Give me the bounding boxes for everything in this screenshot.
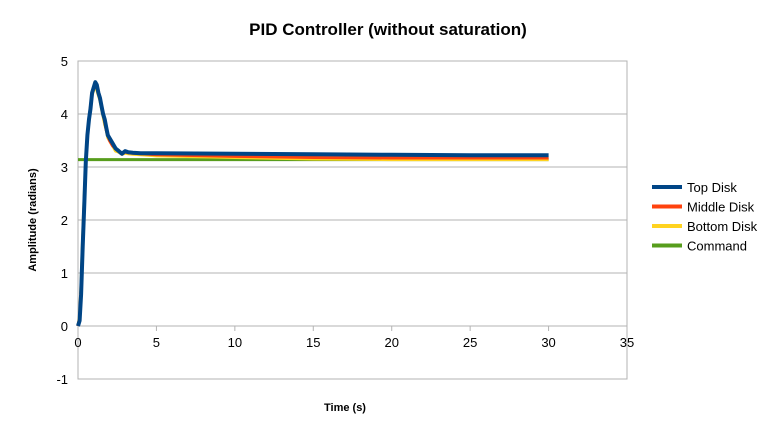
y-axis-title: Amplitude (radians)	[27, 168, 39, 272]
x-tick-label: 5	[153, 335, 160, 350]
legend-label: Top Disk	[687, 180, 737, 195]
x-tick-label: 35	[620, 335, 634, 350]
y-tick-label: 3	[61, 160, 68, 175]
plot-area	[77, 60, 628, 380]
legend-label: Command	[687, 239, 747, 254]
y-axis-ticks: -1 0 1 2 3 4 5	[56, 54, 68, 387]
x-axis-title: Time (s)	[324, 402, 366, 414]
legend-label: Middle Disk	[687, 200, 755, 215]
y-tick-label: 2	[61, 213, 68, 228]
x-tick-label: 15	[306, 335, 320, 350]
legend: Top Disk Middle Disk Bottom Disk Command	[652, 180, 758, 254]
x-axis-ticks: 0 5 10 15 20 25 30 35	[74, 326, 634, 350]
x-tick-label: 30	[541, 335, 555, 350]
x-tick-label: 10	[228, 335, 242, 350]
x-tick-label: 25	[463, 335, 477, 350]
legend-label: Bottom Disk	[687, 219, 758, 234]
y-tick-label: 4	[61, 107, 68, 122]
series-line-top-disk	[76, 80, 549, 327]
y-tick-label: -1	[56, 372, 68, 387]
x-tick-label: 20	[384, 335, 398, 350]
y-tick-label: 1	[61, 266, 68, 281]
series-lines	[76, 80, 549, 327]
y-tick-label: 0	[61, 319, 68, 334]
y-tick-label: 5	[61, 54, 68, 69]
x-tick-label: 0	[74, 335, 81, 350]
chart-title: PID Controller (without saturation)	[249, 20, 527, 39]
